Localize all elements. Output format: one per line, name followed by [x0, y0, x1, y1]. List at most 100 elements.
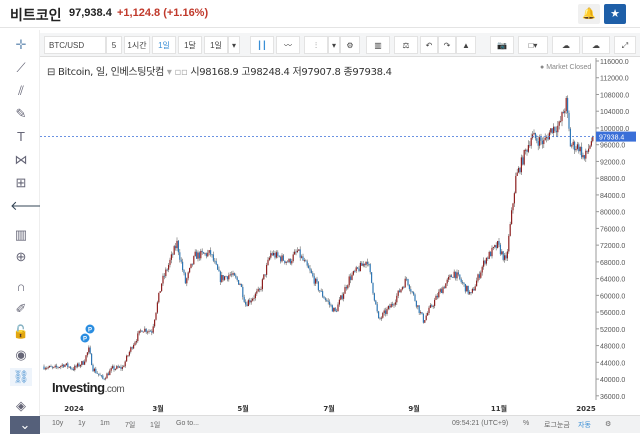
candle-body: [375, 300, 377, 305]
brush-icon[interactable]: ✎: [15, 106, 27, 121]
cloud-save-icon[interactable]: ☁: [582, 36, 610, 54]
candle-body: [515, 175, 517, 194]
candle-body: [474, 286, 476, 291]
bell-plus-icon[interactable]: 🔔: [578, 4, 600, 24]
candle-body: [194, 251, 196, 257]
bars-icon[interactable]: ⫶: [304, 36, 328, 54]
zoom-in-icon[interactable]: ⊕: [15, 249, 27, 264]
candle-body: [422, 313, 424, 323]
collapse-icon[interactable]: ⊟: [47, 67, 56, 78]
candle-body: [82, 361, 84, 365]
candle-body: [534, 132, 536, 139]
text-icon[interactable]: T: [17, 129, 25, 144]
link-icon[interactable]: ⛓: [10, 368, 32, 386]
line-chart-icon[interactable]: 〰: [276, 36, 300, 54]
candle-body: [110, 368, 112, 371]
alert-icon[interactable]: ▲: [456, 36, 476, 54]
candle-body: [560, 121, 562, 122]
range-7d[interactable]: 7일: [125, 422, 136, 429]
candle-body: [292, 254, 294, 261]
trend-line-icon[interactable]: ⟋: [16, 60, 26, 75]
undo-icon[interactable]: ↶: [420, 36, 438, 54]
candle-body: [61, 364, 63, 366]
fullscreen-icon[interactable]: ⤢: [614, 36, 636, 54]
percent-toggle[interactable]: %: [523, 420, 530, 427]
auto-scale-toggle[interactable]: 자동: [578, 422, 591, 429]
candle-body: [557, 125, 559, 133]
eye-icon[interactable]: ◉: [15, 347, 27, 362]
candle-body: [268, 257, 270, 260]
x-tick-label: 5월: [237, 404, 248, 413]
candle-body: [589, 145, 591, 149]
candle-body: [270, 253, 272, 258]
fib-icon[interactable]: ⫽: [18, 83, 24, 98]
candle-body: [85, 355, 87, 362]
candle-body: [145, 328, 147, 333]
candle-body: [420, 312, 422, 314]
indicators-icon[interactable]: ▥: [14, 227, 28, 242]
indicators-icon[interactable]: ▥: [366, 36, 390, 54]
candle-body: [316, 278, 318, 282]
y-tick-label: 80000.0: [600, 210, 625, 217]
candle-body: [281, 255, 283, 262]
lock-drawing-icon[interactable]: ✐: [15, 301, 27, 316]
layers-icon[interactable]: ◈: [16, 398, 26, 413]
chevron-down-icon[interactable]: ⌄: [10, 416, 40, 434]
y-tick-label: 40000.0: [600, 377, 625, 384]
magnet-icon[interactable]: ∩: [16, 279, 26, 294]
chart-type-dropdown-icon[interactable]: ▾: [328, 36, 340, 54]
interval-1h[interactable]: 1시간: [124, 36, 150, 54]
y-tick-label: 112000.0: [600, 76, 629, 83]
candle-body: [127, 355, 129, 357]
camera-icon[interactable]: 📷: [490, 36, 514, 54]
candle-body: [467, 285, 469, 294]
candle-body: [459, 274, 461, 280]
candle-body: [105, 378, 107, 380]
interval-1mo[interactable]: 1달: [178, 36, 202, 54]
interval-select[interactable]: 1일: [204, 36, 228, 54]
candle-body: [257, 288, 259, 292]
candle-body: [204, 253, 206, 255]
pattern-icon[interactable]: ⋈: [14, 152, 28, 167]
gear-icon[interactable]: ⚙: [605, 421, 612, 428]
interval-1d[interactable]: 1일: [152, 36, 176, 54]
candle-body: [526, 149, 528, 152]
candle-body: [516, 172, 518, 176]
candle-body: [396, 295, 398, 303]
goto-button[interactable]: Go to...: [176, 420, 199, 427]
candles-icon[interactable]: ┃┃: [250, 36, 274, 54]
candle-body: [495, 245, 497, 249]
interval-5[interactable]: 5: [106, 36, 122, 54]
crosshair-icon[interactable]: ✛: [15, 37, 27, 52]
candle-body: [260, 289, 262, 290]
candle-body: [487, 257, 489, 259]
range-1m[interactable]: 1m: [100, 420, 110, 427]
redo-icon[interactable]: ↷: [438, 36, 456, 54]
star-icon[interactable]: ★: [604, 4, 626, 24]
candle-body: [189, 268, 191, 273]
y-tick-label: 108000.0: [600, 92, 629, 99]
candle-body: [107, 373, 109, 376]
candle-body: [70, 366, 72, 369]
range-10y[interactable]: 10y: [52, 420, 64, 427]
interval-dropdown-icon[interactable]: ▾: [228, 36, 240, 54]
log-scale-toggle[interactable]: 로그눈금: [544, 422, 570, 429]
range-1y[interactable]: 1y: [78, 420, 86, 427]
legend-settings-icon[interactable]: ▾ ▫▫: [166, 67, 188, 78]
unlock-icon[interactable]: 🔓: [12, 324, 30, 339]
candle-body: [536, 138, 538, 141]
candle-body: [434, 299, 436, 306]
compare-icon[interactable]: ⚖: [394, 36, 418, 54]
candle-body: [427, 313, 429, 316]
color-select-icon[interactable]: □▾: [518, 36, 548, 54]
measure-icon[interactable]: ⊞: [15, 175, 27, 190]
gear-icon[interactable]: ⚙: [340, 36, 360, 54]
range-1d[interactable]: 1일: [150, 422, 161, 429]
candle-body: [494, 245, 496, 248]
candle-body: [173, 246, 175, 255]
candle-body: [259, 288, 261, 290]
symbol-input[interactable]: BTC/USD: [44, 36, 106, 54]
candle-body: [193, 256, 195, 265]
cloud-load-icon[interactable]: ☁: [552, 36, 580, 54]
